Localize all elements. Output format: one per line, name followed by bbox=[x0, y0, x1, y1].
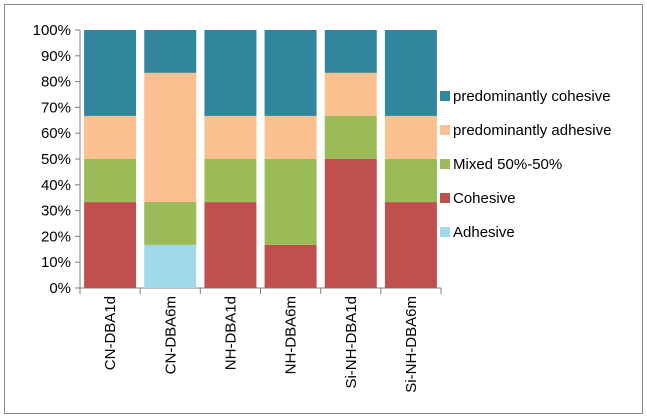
bar-segment-predominantly-cohesive bbox=[324, 30, 377, 73]
y-tick-label: 40% bbox=[41, 177, 71, 194]
bar-segment-cohesive bbox=[384, 202, 437, 288]
legend-label: predominantly cohesive bbox=[453, 88, 611, 105]
bar-segment-predominantly-adhesive bbox=[84, 115, 137, 159]
legend-label: predominantly adhesive bbox=[453, 122, 611, 139]
y-tick-label: 10% bbox=[41, 254, 71, 271]
bar-segment-predominantly-adhesive bbox=[144, 72, 197, 202]
legend-swatch bbox=[440, 193, 450, 203]
bar-segment-mixed-50-50- bbox=[84, 159, 137, 203]
y-tick-label: 0% bbox=[49, 280, 71, 297]
legend-swatch bbox=[440, 227, 450, 237]
legend-label: Adhesive bbox=[453, 224, 515, 241]
bar-segment-predominantly-adhesive bbox=[264, 115, 317, 159]
y-tick-label: 30% bbox=[41, 203, 71, 220]
bar-segment-predominantly-adhesive bbox=[324, 72, 377, 116]
x-tick-label: NH-DBA1d bbox=[222, 296, 239, 370]
y-tick-label: 20% bbox=[41, 228, 71, 245]
bar-segment-predominantly-cohesive bbox=[264, 30, 317, 116]
bar-segment-cohesive bbox=[204, 202, 257, 288]
y-tick-label: 100% bbox=[33, 22, 71, 39]
y-tick-label: 60% bbox=[41, 125, 71, 142]
x-tick-label: Si-NH-DBA6m bbox=[403, 296, 420, 393]
bar-segment-predominantly-cohesive bbox=[384, 30, 437, 116]
legend-label: Mixed 50%-50% bbox=[453, 156, 562, 173]
bar-segment-cohesive bbox=[84, 202, 137, 288]
x-tick-label: Si-NH-DBA1d bbox=[343, 296, 360, 389]
y-tick-label: 50% bbox=[41, 151, 71, 168]
legend-label: Cohesive bbox=[453, 190, 516, 207]
bar-segment-predominantly-cohesive bbox=[84, 30, 137, 116]
x-tick-label: CN-DBA6m bbox=[162, 296, 179, 374]
legend-swatch bbox=[440, 125, 450, 135]
y-tick-label: 90% bbox=[41, 48, 71, 65]
y-tick-label: 80% bbox=[41, 74, 71, 91]
legend-swatch bbox=[440, 159, 450, 169]
x-tick-label: CN-DBA1d bbox=[102, 296, 119, 370]
bar-segment-predominantly-adhesive bbox=[204, 115, 257, 159]
bar-segment-adhesive bbox=[144, 244, 197, 288]
bar-segment-predominantly-cohesive bbox=[144, 30, 197, 73]
bar-segment-mixed-50-50- bbox=[264, 159, 317, 245]
y-tick-label: 70% bbox=[41, 99, 71, 116]
x-tick-label: NH-DBA6m bbox=[283, 296, 300, 374]
bar-segment-cohesive bbox=[324, 159, 377, 288]
bar-segment-mixed-50-50- bbox=[144, 201, 197, 245]
bar-segment-mixed-50-50- bbox=[384, 159, 437, 203]
bar-segment-cohesive bbox=[264, 244, 317, 288]
bar-segment-predominantly-cohesive bbox=[204, 30, 257, 116]
bar-segment-mixed-50-50- bbox=[324, 115, 377, 159]
legend-swatch bbox=[440, 91, 450, 101]
bar-segment-predominantly-adhesive bbox=[384, 115, 437, 159]
bar-segment-mixed-50-50- bbox=[204, 159, 257, 203]
